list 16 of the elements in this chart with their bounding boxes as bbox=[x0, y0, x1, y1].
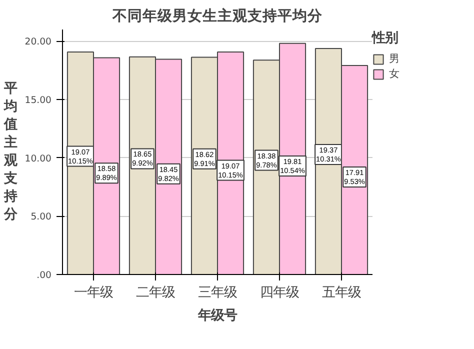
x-tick-label: 一年级 bbox=[74, 286, 113, 300]
y-tick-label: 5.00 bbox=[30, 212, 52, 223]
y-tick-label: 15.00 bbox=[24, 95, 52, 106]
chart-title: 不同年级男女生主观支持平均分 bbox=[112, 6, 324, 24]
y-axis-title: 平均值主观支持分 bbox=[2, 82, 18, 222]
x-tick-label: 三年级 bbox=[198, 286, 237, 300]
y-tick-label: .00 bbox=[36, 270, 52, 281]
x-tick-label: 二年级 bbox=[136, 286, 175, 300]
y-tick-label: 10.00 bbox=[24, 153, 52, 164]
legend-label: 男 bbox=[389, 52, 401, 66]
x-tick-label: 五年级 bbox=[322, 286, 361, 300]
legend-title: 性别 bbox=[372, 30, 399, 47]
legend-label: 女 bbox=[389, 67, 401, 81]
y-tick-label: 20.00 bbox=[24, 36, 52, 48]
x-axis-title: 年级号 bbox=[197, 308, 237, 324]
x-tick-label: 四年级 bbox=[260, 286, 299, 300]
